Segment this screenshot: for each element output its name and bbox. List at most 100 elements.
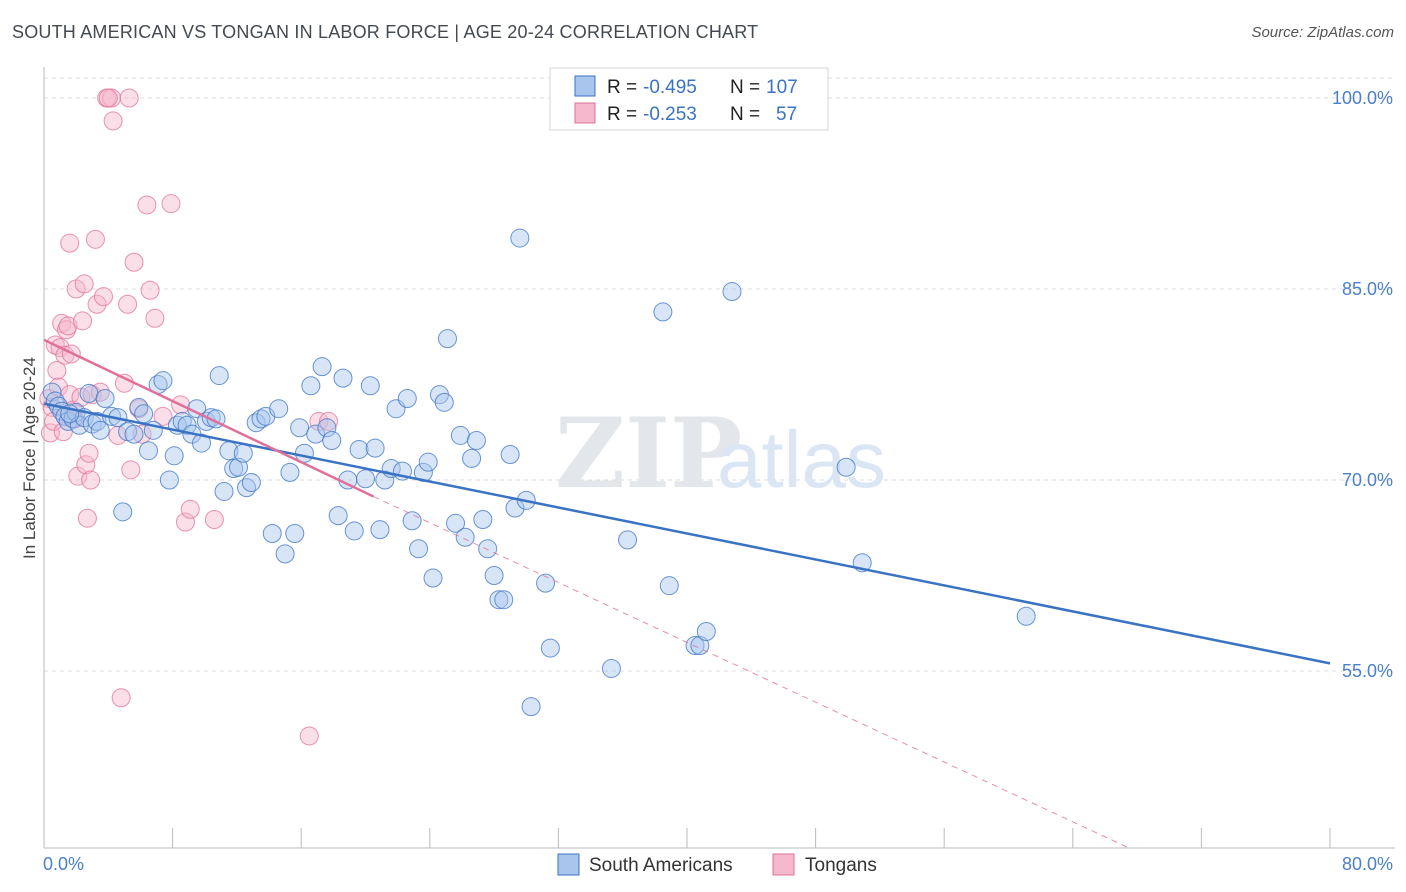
south-american-point: [134, 404, 154, 424]
south-american-point: [536, 573, 556, 593]
tongan-point: [58, 316, 78, 336]
tongan-point: [77, 508, 97, 528]
south-american-point: [370, 520, 390, 540]
south-american-point: [322, 431, 342, 451]
south-american-point: [328, 506, 348, 526]
south-american-point: [540, 638, 560, 658]
tongan-point: [87, 294, 107, 314]
legend-r-label-blue: R =: [607, 77, 637, 98]
south-american-point: [521, 697, 541, 717]
south-american-point: [500, 445, 520, 465]
tongan-point: [53, 422, 73, 442]
legend-r-value-blue: -0.495: [643, 77, 697, 98]
south-american-point: [618, 530, 638, 550]
south-american-point: [344, 521, 364, 541]
tongan-point: [118, 294, 138, 314]
south-american-point: [446, 513, 466, 533]
tongan-point: [111, 688, 131, 708]
tongan-point: [48, 377, 68, 397]
south-american-point: [462, 448, 482, 468]
tongan-point: [175, 512, 195, 532]
legend-n-label-pink: N =: [730, 104, 760, 125]
south-american-point: [251, 409, 271, 429]
south-american-point: [275, 544, 295, 564]
south-american-point: [262, 523, 282, 543]
tongan-point: [121, 460, 141, 480]
tongan-point: [68, 466, 88, 486]
legend: R = -0.495 N = 107 R = -0.253 N = 57: [549, 67, 829, 131]
south-american-point: [397, 389, 417, 409]
legend-n-value-blue: 107: [766, 77, 798, 98]
bottom-legend-south-americans: South Americans: [589, 855, 733, 876]
tongan-point: [81, 470, 101, 490]
south-american-point: [437, 329, 457, 349]
bottom-legend-tongans: Tongans: [805, 855, 877, 876]
south-american-point: [836, 457, 856, 477]
tongan-point: [73, 311, 93, 331]
south-american-point: [418, 452, 438, 472]
south-american-point: [653, 302, 673, 322]
tongan-point: [145, 308, 165, 328]
source-label: Source: ZipAtlas.com: [1251, 24, 1394, 41]
south-american-point: [365, 438, 385, 458]
y-axis-label: In Labor Force | Age 20-24: [20, 357, 39, 559]
south-american-point: [494, 590, 514, 610]
legend-n-value-pink: 57: [776, 104, 797, 125]
south-american-point: [192, 433, 212, 453]
tongans-trendline-extension: [373, 496, 1130, 849]
legend-n-label-blue: N =: [730, 77, 760, 98]
south-american-point: [124, 424, 144, 444]
south-american-point: [489, 590, 509, 610]
south-american-point: [601, 658, 621, 678]
south-american-point: [423, 568, 443, 588]
tongan-point: [124, 252, 144, 272]
south-american-point: [375, 470, 395, 490]
tongan-point: [140, 280, 160, 300]
south-american-point: [159, 470, 179, 490]
tongan-point: [299, 726, 319, 746]
watermark-atlas: atlas: [717, 415, 886, 504]
south-american-point: [241, 473, 261, 493]
tongan-point: [180, 499, 200, 519]
watermark: ZIP atlas: [555, 397, 886, 510]
south-american-point: [138, 441, 158, 461]
south-american-point: [466, 431, 486, 451]
south-american-point: [285, 523, 305, 543]
south-american-point: [129, 397, 149, 417]
south-american-point: [95, 389, 115, 409]
bottom-legend: South Americans Tongans: [557, 853, 877, 876]
south-american-point: [409, 539, 429, 559]
tongan-point: [93, 287, 113, 307]
tongans-trendline: [43, 338, 375, 498]
south-american-point: [484, 566, 504, 585]
south-american-point: [113, 502, 133, 522]
tongan-point: [79, 443, 99, 463]
chart-title: SOUTH AMERICAN VS TONGAN IN LABOR FORCE …: [12, 22, 759, 42]
tongan-point: [319, 411, 339, 431]
south-american-point: [301, 376, 321, 396]
south-american-point: [269, 399, 289, 419]
tongan-point: [137, 195, 157, 215]
south-americans-trendline: [43, 402, 1331, 665]
south-americans-points: [42, 228, 1036, 717]
tongan-point: [204, 509, 224, 529]
tongan-point: [153, 406, 173, 426]
y-tick-label: 85.0%: [1342, 279, 1393, 299]
south-american-point: [79, 383, 99, 403]
tongan-point: [60, 233, 80, 253]
south-american-point: [450, 425, 470, 445]
south-american-point: [164, 446, 184, 466]
south-american-point: [233, 443, 253, 463]
south-american-point: [153, 371, 173, 391]
south-american-point: [659, 576, 679, 596]
legend-r-value-pink: -0.253: [643, 104, 697, 125]
south-american-point: [214, 481, 234, 501]
south-american-point: [455, 527, 475, 547]
tongan-point: [98, 88, 118, 108]
tongan-point: [119, 88, 139, 108]
trend-layer: [43, 338, 1331, 849]
watermark-zip: ZIP: [555, 397, 742, 510]
south-american-point: [280, 462, 300, 482]
south-american-point: [306, 424, 326, 444]
